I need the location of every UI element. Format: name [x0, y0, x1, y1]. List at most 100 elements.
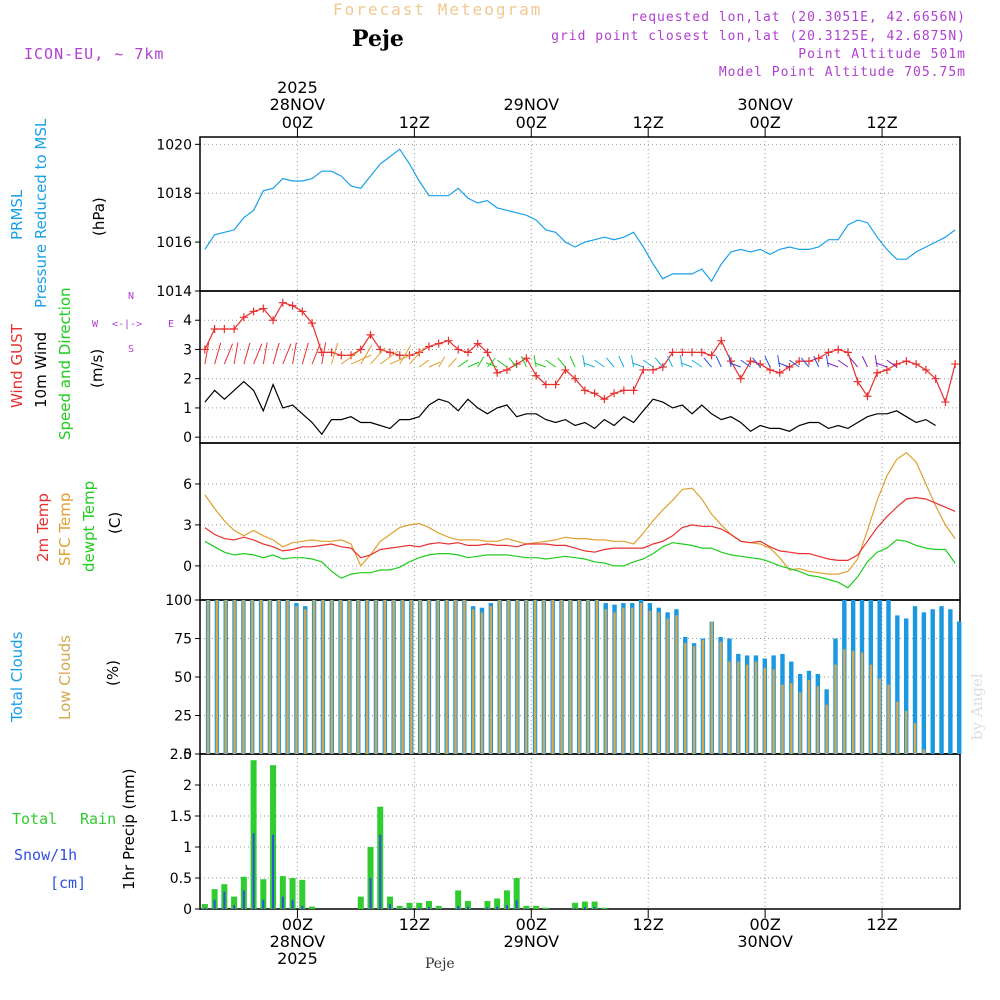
wind-direction-arrow	[679, 355, 683, 368]
grid-coords: grid point closest lon,lat (20.3125E, 42…	[551, 29, 966, 44]
rain-bar	[387, 896, 393, 909]
top-date-label: 30NOV	[737, 95, 793, 114]
snow-bar	[457, 905, 460, 909]
gust-marker	[873, 368, 882, 377]
y-tick-label: 50	[174, 670, 192, 686]
low-cloud-bar	[790, 683, 793, 754]
gust-marker	[473, 339, 482, 348]
low-cloud-bar	[321, 600, 325, 754]
compass-east: E	[168, 319, 175, 330]
gust-marker	[308, 319, 317, 328]
gust-marker	[882, 365, 891, 374]
bottom-time-label: 00Z	[282, 915, 313, 934]
y-tick-label: 0	[183, 559, 192, 575]
wind-direction-arrow	[311, 343, 321, 365]
bottom-time-label: 12Z	[866, 915, 897, 934]
wind-direction-arrow	[886, 359, 897, 368]
low-cloud-bar	[436, 600, 440, 754]
wind-line	[204, 380, 936, 436]
rain-bar	[513, 878, 520, 909]
compass-south: S	[128, 344, 135, 355]
gust-marker	[376, 345, 385, 354]
wind-direction-arrow	[837, 359, 849, 368]
wind-direction-arrow	[825, 355, 829, 368]
point-altitude: Point Altitude 501m	[798, 47, 966, 62]
snow-bar	[525, 908, 528, 909]
gust-marker	[931, 374, 940, 383]
snow-bar	[301, 905, 304, 909]
low-cloud-bar	[259, 600, 263, 754]
wind-direction-arrow	[667, 355, 674, 368]
low-cloud-bar	[807, 680, 811, 754]
panel-frame	[199, 442, 961, 601]
gust-marker	[532, 371, 541, 380]
low-cloud-bar	[613, 612, 616, 754]
dewpt-temp-line	[204, 539, 956, 589]
low-cloud-bar	[330, 600, 333, 754]
gust-marker	[824, 348, 833, 357]
snow-bar	[213, 899, 216, 909]
gust-marker	[902, 357, 911, 366]
gust-marker	[580, 386, 589, 395]
low-cloud-bar	[304, 609, 307, 754]
low-cloud-bar	[675, 615, 678, 754]
wind-direction-arrow	[204, 342, 210, 365]
wind-direction-arrow	[389, 354, 411, 365]
low-cloud-bar	[922, 749, 926, 754]
low-cloud-bar	[896, 701, 899, 754]
wind-direction-arrow	[680, 362, 693, 368]
compass-north: N	[128, 291, 135, 302]
pressure-line	[204, 148, 956, 283]
gust-marker	[853, 377, 862, 386]
snow-bar	[252, 833, 255, 909]
rain-bar	[425, 900, 432, 909]
gust-marker	[814, 354, 823, 363]
wind-direction-arrow	[752, 357, 761, 368]
low-cloud-bar	[277, 600, 280, 754]
gust-marker	[736, 374, 745, 383]
bottom-time-label: 30NOV	[737, 932, 793, 951]
wind-direction-arrow	[399, 344, 412, 365]
wind-direction-arrow	[642, 359, 654, 368]
low-cloud-bar	[533, 600, 537, 754]
gust-marker	[775, 368, 784, 377]
top-hour-label: 12Z	[633, 113, 664, 132]
gust-marker	[386, 348, 394, 357]
snow-bar	[281, 896, 284, 909]
low-cloud-bar	[206, 600, 210, 754]
label-total: Total	[12, 810, 58, 828]
rain-bar	[299, 879, 306, 909]
low-cloud-bar	[268, 600, 272, 754]
y-tick-label: 0	[183, 430, 192, 446]
low-cloud-bar	[242, 600, 245, 754]
rain-bar	[416, 902, 423, 909]
snow-bar	[437, 908, 440, 909]
wind-direction-arrow	[282, 343, 292, 365]
wind-direction-arrow	[813, 355, 820, 368]
y-tick-label: 1020	[156, 137, 192, 153]
low-cloud-bar	[374, 600, 378, 754]
low-cloud-bar	[286, 600, 289, 754]
wind-direction-arrow	[370, 347, 386, 365]
low-cloud-bar	[648, 610, 652, 754]
gust-marker	[941, 398, 950, 407]
low-cloud-bar	[410, 600, 413, 754]
snow-bar	[379, 834, 382, 909]
low-cloud-bar	[701, 640, 705, 754]
rain-bar	[289, 878, 296, 909]
rain-bar	[309, 906, 316, 909]
gust-marker	[541, 380, 550, 389]
gust-marker	[629, 386, 638, 395]
wind-direction-arrow	[569, 355, 576, 368]
gust-marker	[746, 357, 755, 366]
low-cloud-bar	[339, 600, 342, 754]
wind-direction-arrow	[350, 354, 372, 365]
gust-marker	[610, 389, 619, 398]
bottom-time-label: 00Z	[516, 915, 547, 934]
y-tick-label: 100	[165, 593, 192, 609]
gust-marker	[327, 348, 336, 357]
wind-direction-arrow	[292, 342, 297, 365]
wind-direction-arrow	[508, 357, 518, 368]
low-cloud-bar	[710, 621, 713, 754]
low-cloud-bar	[781, 684, 784, 754]
